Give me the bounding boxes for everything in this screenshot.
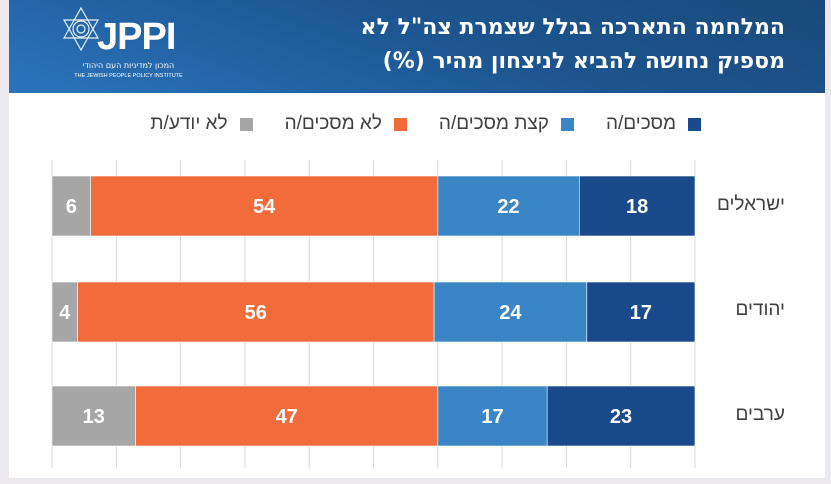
bar-dont-know-row-0	[51, 175, 91, 237]
legend-item-disagree: לא מסכים/ה	[285, 113, 407, 135]
bar-somewhat-agree-row-1	[433, 281, 588, 343]
bar-somewhat-agree-row-0	[437, 175, 580, 237]
logo-english-subtitle: THE JEWISH PEOPLE POLICY INSTITUTE	[74, 73, 183, 79]
bar-disagree-row-2	[135, 385, 439, 447]
jppi-logo: JPPI המכון למדיניות העם היהודי THE JEWIS…	[61, 6, 201, 86]
data-label-agree-row-1: 17	[630, 302, 652, 324]
legend-label-disagree: לא מסכים/ה	[284, 113, 382, 134]
legend-item-somewhat-agree: קצת מסכים/ה	[439, 113, 574, 135]
bar-dont-know-row-1	[51, 281, 78, 343]
legend-item-agree: מסכים/ה	[606, 113, 701, 135]
data-label-dont-know-row-0: 6	[66, 196, 77, 218]
data-label-dont-know-row-2: 13	[83, 406, 105, 428]
data-label-somewhat-agree-row-2: 17	[481, 406, 503, 428]
bar-somewhat-agree-row-2	[437, 385, 548, 447]
legend-swatch-disagree	[393, 117, 407, 131]
legend-item-dont-know: לא יודע/ת	[150, 113, 253, 135]
legend-label-somewhat-agree: קצת מסכים/ה	[438, 113, 549, 134]
category-label-arabs: ערבים	[735, 404, 785, 425]
bar-dont-know-row-2	[51, 385, 136, 447]
logo-hebrew-subtitle: המכון למדיניות העם היהודי	[82, 61, 175, 70]
bar-agree-row-1	[586, 281, 696, 343]
chart-title-line1: המלחמה התארכה בגלל שצמרת צה"ל לא	[360, 15, 785, 40]
bar-agree-row-2	[546, 385, 696, 447]
logo-wordmark: JPPI	[97, 16, 176, 58]
chart-title-line2: מספיק נחושה להביא לניצחון מהיר (%)	[382, 49, 785, 74]
data-label-agree-row-2: 23	[610, 406, 632, 428]
data-label-somewhat-agree-row-0: 22	[497, 196, 519, 218]
legend-swatch-somewhat-agree	[560, 117, 574, 131]
legend-label-agree: מסכים/ה	[605, 113, 676, 134]
legend-label-dont-know: לא יודע/ת	[150, 113, 228, 134]
category-label-israelis: ישראלים	[716, 194, 785, 215]
header-banner: JPPI המכון למדיניות העם היהודי THE JEWIS…	[9, 0, 825, 93]
bar-disagree-row-0	[90, 175, 439, 237]
category-label-jews: יהודים	[735, 299, 785, 320]
bar-agree-row-0	[578, 175, 696, 237]
data-label-dont-know-row-1: 4	[59, 302, 71, 324]
star-of-david-icon	[62, 6, 100, 52]
data-label-disagree-row-1: 56	[245, 302, 267, 324]
legend-swatch-agree	[688, 117, 701, 131]
data-label-disagree-row-2: 47	[276, 406, 298, 428]
chart-title: המלחמה התארכה בגלל שצמרת צה"ל לא מספיק נ…	[265, 11, 785, 79]
legend: מסכים/ה קצת מסכים/ה לא מסכים/ה לא יודע/ת	[150, 113, 701, 135]
bar-disagree-row-1	[77, 281, 435, 343]
data-label-disagree-row-0: 54	[253, 196, 276, 218]
legend-swatch-dont-know	[239, 117, 253, 131]
data-label-agree-row-0: 18	[626, 196, 648, 218]
data-label-somewhat-agree-row-1: 24	[499, 302, 522, 324]
